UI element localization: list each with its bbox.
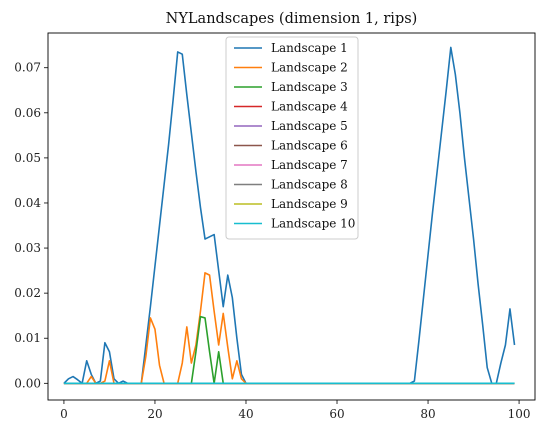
legend-label-10: Landscape 10 [271, 217, 355, 231]
x-tick-label: 100 [508, 407, 531, 421]
x-tick-label: 20 [147, 407, 162, 421]
axes-frame [47, 32, 536, 401]
y-tick-label: 0.05 [14, 151, 41, 165]
y-tick-label: 0.02 [14, 286, 41, 300]
legend-label-3: Landscape 3 [271, 80, 348, 94]
x-tick-label: 80 [420, 407, 435, 421]
legend-label-2: Landscape 2 [271, 61, 348, 75]
x-tick-label: 40 [238, 407, 253, 421]
legend-label-4: Landscape 4 [271, 100, 348, 114]
y-tick-label: 0.00 [14, 376, 41, 390]
series-line-3 [63, 315, 515, 385]
y-axis: 0.00 0.01 0.02 0.03 0.04 0.05 0.06 0.07 [14, 61, 48, 390]
legend-label-6: Landscape 6 [271, 139, 348, 153]
y-tick-label: 0.03 [14, 241, 41, 255]
legend-label-5: Landscape 5 [271, 119, 348, 133]
legend-label-7: Landscape 7 [271, 158, 348, 172]
x-tick-label: 60 [329, 407, 344, 421]
y-tick-label: 0.01 [14, 331, 41, 345]
legend-label-8: Landscape 8 [271, 178, 348, 192]
y-tick-label: 0.07 [14, 61, 41, 75]
x-axis: 0 20 40 60 80 100 [60, 400, 531, 421]
series-group [63, 46, 516, 385]
series-line-2 [63, 272, 515, 385]
series-line-1 [63, 46, 516, 385]
legend-label-9: Landscape 9 [271, 197, 348, 211]
legend-label-1: Landscape 1 [271, 41, 348, 55]
legend: Landscape 1 Landscape 2 Landscape 3 Landsca… [225, 36, 359, 240]
chart-title: NYLandscapes (dimension 1, rips) [166, 11, 418, 27]
y-tick-label: 0.04 [14, 196, 41, 210]
x-tick-label: 0 [60, 407, 68, 421]
y-tick-label: 0.06 [14, 106, 41, 120]
